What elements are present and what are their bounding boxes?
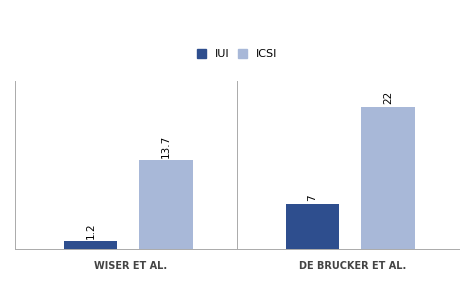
Legend: IUI, ICSI: IUI, ICSI	[197, 49, 277, 59]
Bar	[139, 160, 192, 249]
Text: 22: 22	[383, 91, 393, 104]
Text: 1.2: 1.2	[85, 222, 95, 239]
Bar	[361, 107, 415, 249]
Text: 13.7: 13.7	[161, 135, 171, 158]
Bar	[286, 204, 339, 249]
Bar	[64, 241, 117, 249]
Text: 7: 7	[308, 195, 318, 201]
